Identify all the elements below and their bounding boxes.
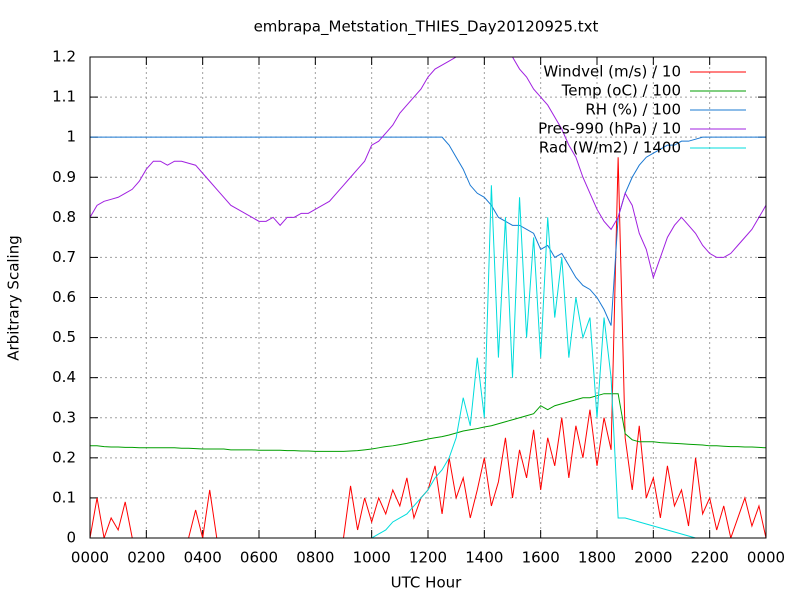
y-tick-label: 1 — [66, 128, 76, 146]
plot-border — [89, 56, 767, 539]
y-tick-label: 0.9 — [52, 168, 76, 186]
y-tick-label: 0.4 — [52, 368, 76, 386]
y-tick-label: 0.8 — [52, 208, 76, 226]
y-tick-label: 0 — [66, 529, 76, 547]
x-tick-label: 0800 — [296, 549, 334, 567]
y-tick-label: 1.1 — [52, 88, 76, 106]
x-tick-label: 2000 — [634, 549, 672, 567]
y-tick-label: 0.3 — [52, 408, 76, 426]
series-line — [90, 185, 766, 538]
x-tick-label: 1200 — [409, 549, 447, 567]
y-tick-label: 0.5 — [52, 328, 76, 346]
x-tick-label: 0600 — [240, 549, 278, 567]
y-tick-label: 0.2 — [52, 448, 76, 466]
x-tick-label: 1400 — [465, 549, 503, 567]
x-tick-label: 2200 — [691, 549, 729, 567]
y-axis-label: Arbitrary Scaling — [5, 235, 23, 361]
x-tick-label: 1000 — [353, 549, 391, 567]
y-tick-label: 0.7 — [52, 248, 76, 266]
x-tick-label: 0000 — [71, 549, 109, 567]
legend-label: Temp (oC) / 100 — [561, 82, 681, 100]
y-tick-label: 0.1 — [52, 488, 76, 506]
series-line — [90, 136, 766, 326]
x-tick-label: 0200 — [127, 549, 165, 567]
x-tick-label: 0400 — [184, 549, 222, 567]
x-axis-label: UTC Hour — [391, 574, 462, 592]
x-tick-label: 1800 — [578, 549, 616, 567]
y-tick-label: 1.2 — [52, 48, 76, 66]
series-line — [90, 393, 766, 452]
series-line — [90, 57, 766, 280]
x-tick-label: 1600 — [522, 549, 560, 567]
legend-label: Pres-990 (hPa) / 10 — [538, 120, 681, 138]
legend-label: Windvel (m/s) / 10 — [543, 63, 681, 81]
chart-title: embrapa_Metstation_THIES_Day20120925.txt — [254, 18, 599, 37]
y-tick-label: 0.6 — [52, 288, 76, 306]
x-tick-label: 0000 — [747, 549, 785, 567]
legend-label: RH (%) / 100 — [585, 101, 681, 119]
legend-label: Rad (W/m2) / 1400 — [539, 139, 681, 157]
plot-area — [90, 57, 766, 538]
